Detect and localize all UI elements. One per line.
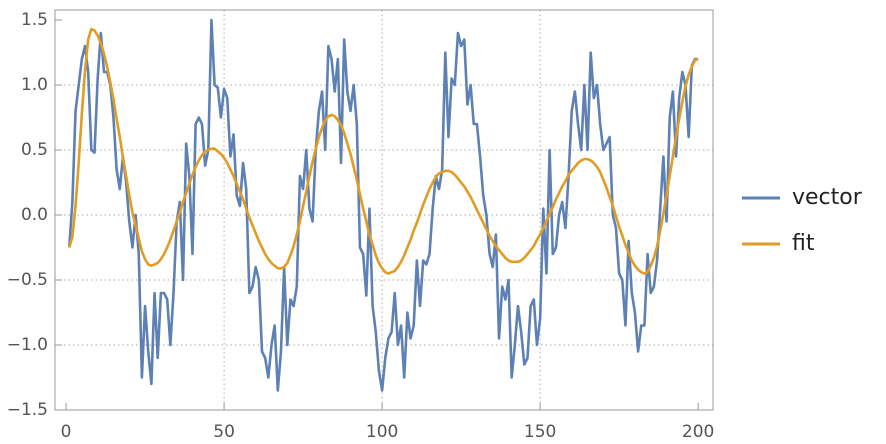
x-tick-label: 0 — [61, 422, 72, 442]
y-tick-label: 0.0 — [21, 205, 48, 225]
legend-label: vector — [792, 185, 863, 210]
x-tick-label: 50 — [213, 422, 235, 442]
series-line — [67, 27, 699, 275]
y-tick-label: 0.5 — [21, 140, 48, 160]
frame — [54, 9, 714, 411]
x-tick-label: 150 — [524, 422, 556, 442]
legend-label: fit — [792, 231, 815, 256]
y-tick-label: −1.5 — [7, 400, 48, 420]
y-tick-label: 1.0 — [21, 75, 48, 95]
x-tick-label: 100 — [366, 422, 398, 442]
series-line — [67, 18, 699, 392]
y-tick-label: −1.0 — [7, 335, 48, 355]
y-tick-label: 1.5 — [21, 10, 48, 30]
x-tick-label: 200 — [682, 422, 714, 442]
y-tick-label: −0.5 — [7, 270, 48, 290]
